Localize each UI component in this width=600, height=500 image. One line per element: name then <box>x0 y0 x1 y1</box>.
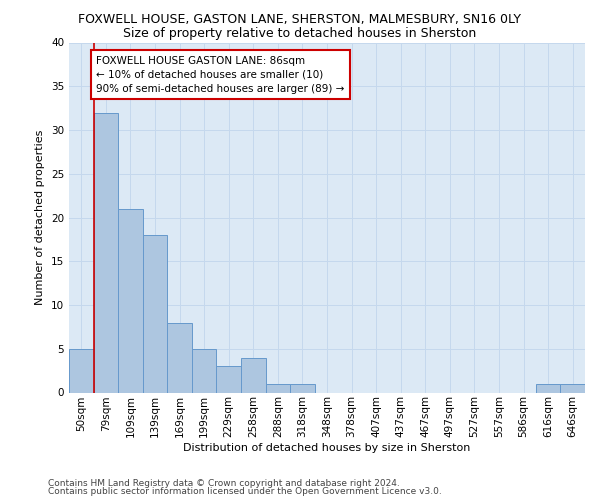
Bar <box>560 384 585 392</box>
Bar <box>266 384 290 392</box>
Bar <box>217 366 241 392</box>
Y-axis label: Number of detached properties: Number of detached properties <box>35 130 46 305</box>
Bar <box>536 384 560 392</box>
Text: Contains HM Land Registry data © Crown copyright and database right 2024.: Contains HM Land Registry data © Crown c… <box>48 478 400 488</box>
X-axis label: Distribution of detached houses by size in Sherston: Distribution of detached houses by size … <box>184 443 470 453</box>
Text: Contains public sector information licensed under the Open Government Licence v3: Contains public sector information licen… <box>48 487 442 496</box>
Text: Size of property relative to detached houses in Sherston: Size of property relative to detached ho… <box>124 28 476 40</box>
Bar <box>143 235 167 392</box>
Bar <box>192 349 217 393</box>
Bar <box>94 112 118 392</box>
Text: FOXWELL HOUSE, GASTON LANE, SHERSTON, MALMESBURY, SN16 0LY: FOXWELL HOUSE, GASTON LANE, SHERSTON, MA… <box>79 12 521 26</box>
Bar <box>118 209 143 392</box>
Bar <box>167 322 192 392</box>
Bar <box>290 384 315 392</box>
Text: FOXWELL HOUSE GASTON LANE: 86sqm
← 10% of detached houses are smaller (10)
90% o: FOXWELL HOUSE GASTON LANE: 86sqm ← 10% o… <box>96 56 344 94</box>
Bar <box>241 358 266 392</box>
Bar <box>69 349 94 393</box>
